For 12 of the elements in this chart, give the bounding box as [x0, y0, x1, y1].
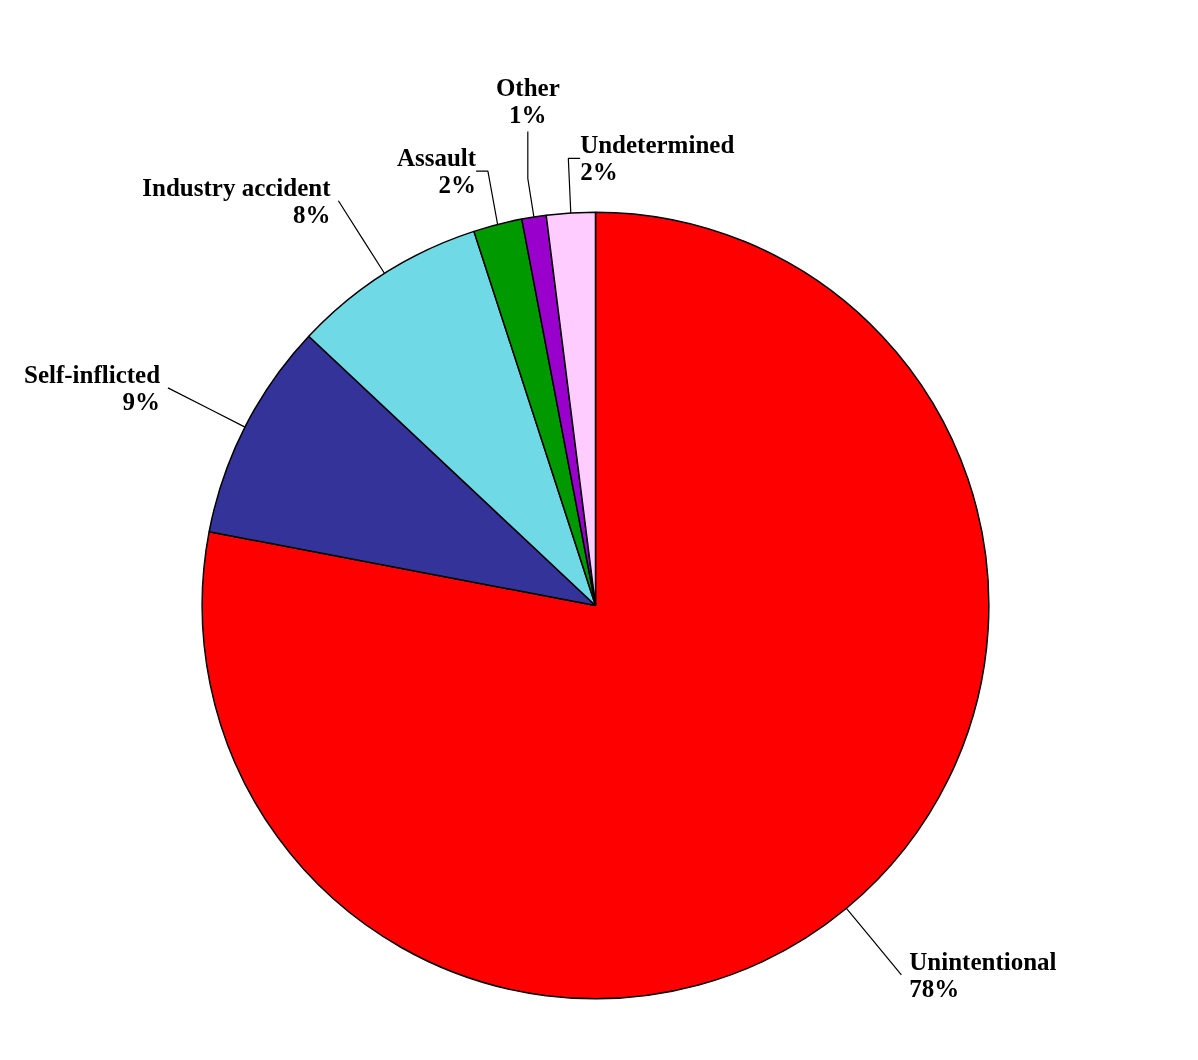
data-label: 2%	[438, 171, 477, 199]
data-label: 78%	[909, 974, 960, 1002]
slice-label: Assault	[396, 144, 477, 172]
data-label: 8%	[293, 200, 331, 228]
data-label: 9%	[122, 387, 161, 415]
data-label: 2%	[580, 158, 618, 186]
slice-label: Undetermined	[580, 131, 735, 159]
slice-label: Industry accident	[142, 173, 332, 201]
slice-label: Unintentional	[909, 947, 1057, 975]
slice-label: Self-inflicted	[23, 360, 161, 388]
slice-label: Other	[495, 73, 560, 101]
data-label: 1%	[509, 100, 547, 128]
